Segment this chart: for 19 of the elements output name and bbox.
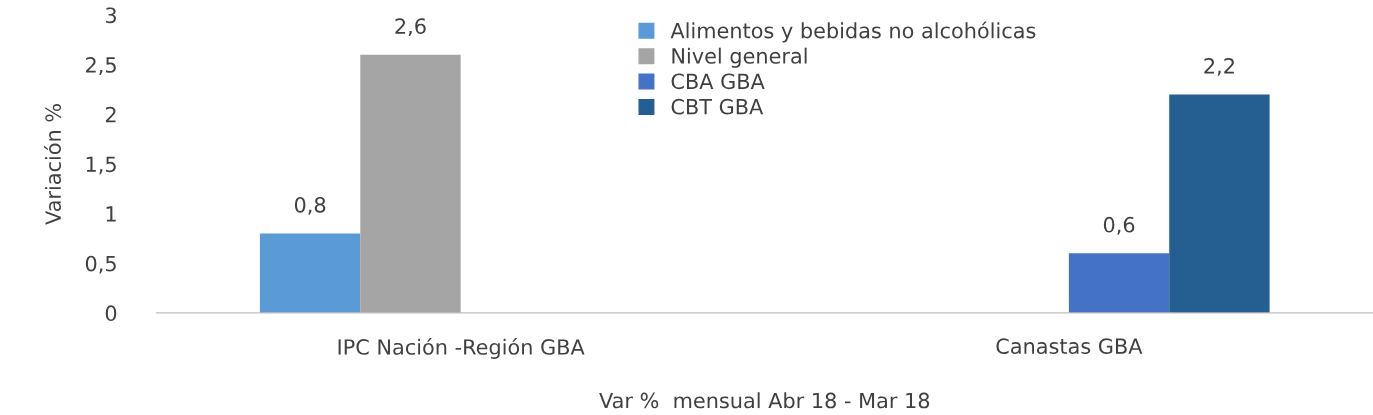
- x-axis-title: Var % mensual Abr 18 - Mar 18: [599, 392, 930, 409]
- y-tick-label: 3: [105, 7, 116, 24]
- data-label: 0,6: [1103, 216, 1135, 235]
- legend-label: CBA GBA: [671, 73, 765, 90]
- data-label: 2,6: [395, 18, 426, 37]
- y-tick-label: 1: [106, 206, 116, 222]
- x-tick-label: IPC Nación -Región GBA: [338, 337, 585, 359]
- y-tick-label: 0: [105, 305, 117, 322]
- legend-label: Nivel general: [672, 47, 807, 68]
- legend-label: CBT GBA: [671, 98, 764, 115]
- data-label: 2,2: [1204, 57, 1234, 76]
- legend-label: Alimentos y bebidas no alcohólicas: [670, 21, 1036, 43]
- y-tick-label: 2: [105, 106, 116, 123]
- y-tick-label: 1,5: [86, 156, 116, 175]
- data-label: 0,8: [294, 196, 326, 215]
- x-tick-label: Canastas GBA: [996, 338, 1143, 355]
- y-tick-label: 2,5: [86, 57, 116, 75]
- y-axis-title: Variación %: [44, 104, 62, 225]
- y-tick-label: 0,5: [85, 255, 116, 274]
